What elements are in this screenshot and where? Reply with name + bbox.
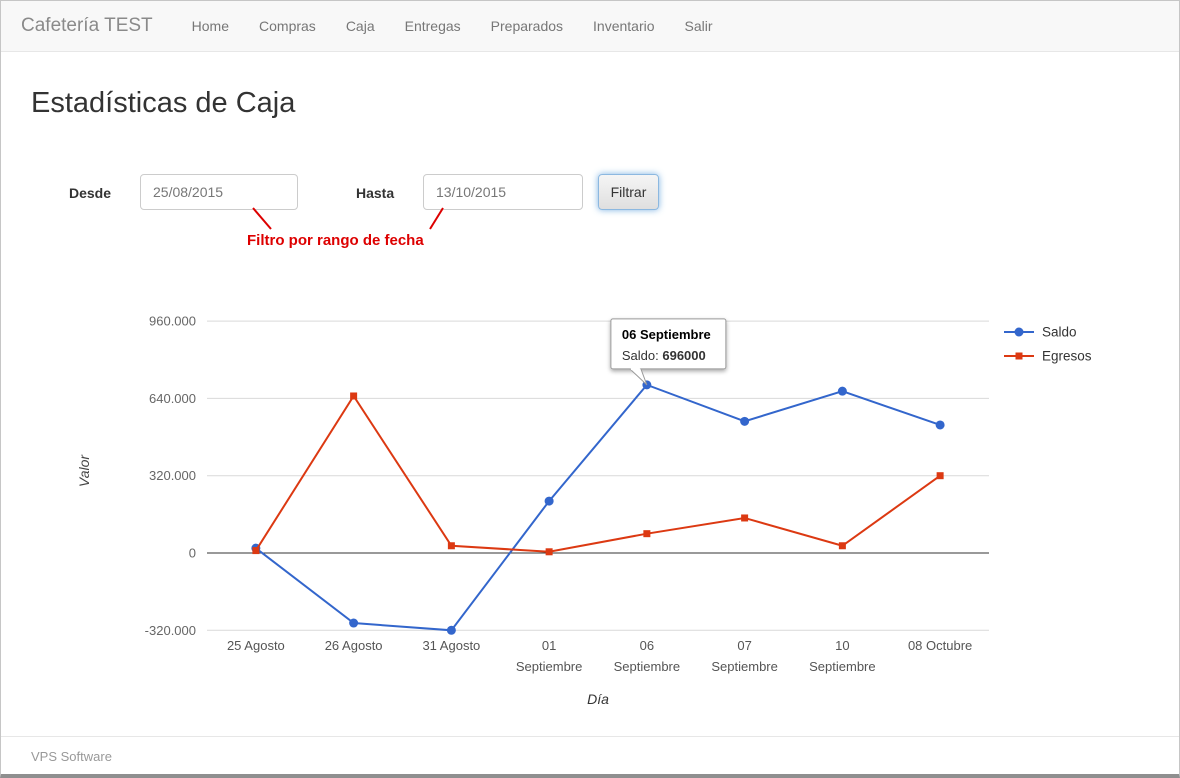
series-line-egresos: [255, 394, 941, 553]
x-tick-label: Septiembre: [516, 659, 582, 674]
legend-marker: [1014, 327, 1024, 337]
x-tick-label: 08 Octubre: [908, 638, 972, 653]
y-tick-label: -320.000: [145, 623, 196, 638]
y-axis-title: Valor: [76, 454, 92, 488]
data-point-egresos[interactable]: [838, 542, 846, 550]
hasta-label: Hasta: [356, 185, 395, 201]
y-tick-label: 640.000: [149, 391, 196, 406]
hasta-date-input[interactable]: [423, 174, 583, 210]
footer: VPS Software: [1, 736, 1179, 774]
navbar-brand[interactable]: Cafetería TEST: [21, 15, 153, 36]
x-tick-label: 10: [835, 638, 849, 653]
data-point-saldo[interactable]: [837, 386, 847, 396]
desde-date-input[interactable]: [140, 174, 298, 210]
x-tick-label: 26 Agosto: [325, 638, 383, 653]
nav-item-entregas[interactable]: Entregas: [404, 18, 461, 34]
data-point-saldo[interactable]: [740, 416, 750, 426]
annotation-line-hasta: [429, 207, 444, 230]
nav-list: Home Compras Caja Entregas Preparados In…: [177, 3, 728, 49]
chart-tooltip: 06 Septiembre Saldo: 696000: [610, 318, 727, 386]
legend-marker: [1015, 352, 1023, 360]
nav-item-inventario[interactable]: Inventario: [593, 18, 655, 34]
data-point-saldo[interactable]: [935, 420, 945, 430]
x-tick-label: Septiembre: [614, 659, 680, 674]
page-title: Estadísticas de Caja: [31, 87, 296, 119]
nav-item-salir[interactable]: Salir: [684, 18, 713, 34]
x-tick-label: 25 Agosto: [227, 638, 285, 653]
desde-label: Desde: [69, 185, 112, 201]
nav-item-home[interactable]: Home: [191, 18, 230, 34]
tooltip-pointer: [629, 368, 648, 386]
footer-text: VPS Software: [31, 749, 112, 764]
data-point-egresos[interactable]: [936, 472, 944, 480]
data-point-egresos[interactable]: [252, 547, 260, 555]
tooltip-title: 06 Septiembre: [622, 327, 711, 342]
x-axis-title: Día: [587, 691, 609, 707]
data-point-saldo[interactable]: [544, 496, 554, 506]
legend-label-saldo[interactable]: Saldo: [1042, 325, 1077, 340]
data-point-saldo[interactable]: [349, 618, 359, 628]
legend-label-egresos[interactable]: Egresos: [1042, 349, 1092, 364]
y-tick-label: 320.000: [149, 468, 196, 483]
line-chart[interactable]: -320.000 0 320.000 640.000 960.000 25 Agosto 2…: [1, 301, 1180, 737]
nav-item-preparados[interactable]: Preparados: [490, 18, 564, 34]
series-line-saldo: [255, 383, 941, 632]
tooltip-value-line: Saldo: 696000: [622, 348, 706, 363]
tooltip-box: [610, 318, 727, 370]
x-tick-label: 07: [737, 638, 751, 653]
nav-item-compras[interactable]: Compras: [259, 18, 316, 34]
nav-item-caja[interactable]: Caja: [345, 18, 375, 34]
data-point-egresos[interactable]: [447, 542, 455, 550]
data-point-egresos[interactable]: [350, 392, 358, 400]
x-tick-label: 06: [640, 638, 654, 653]
y-tick-label: 0: [189, 546, 196, 561]
x-tick-label: Septiembre: [809, 659, 875, 674]
annotation-text: Filtro por rango de fecha: [247, 232, 424, 249]
navbar: Cafetería TEST Home Compras Caja Entrega…: [1, 1, 1179, 52]
annotation-line-desde: [252, 207, 272, 230]
data-point-egresos[interactable]: [545, 548, 553, 556]
y-tick-label: 960.000: [149, 314, 196, 329]
x-tick-label: 01: [542, 638, 556, 653]
data-point-egresos[interactable]: [643, 530, 651, 538]
filtrar-button[interactable]: Filtrar: [598, 174, 659, 210]
x-tick-label: 31 Agosto: [422, 638, 480, 653]
data-point-egresos[interactable]: [741, 514, 749, 522]
data-point-saldo[interactable]: [446, 625, 456, 635]
x-tick-label: Septiembre: [711, 659, 777, 674]
